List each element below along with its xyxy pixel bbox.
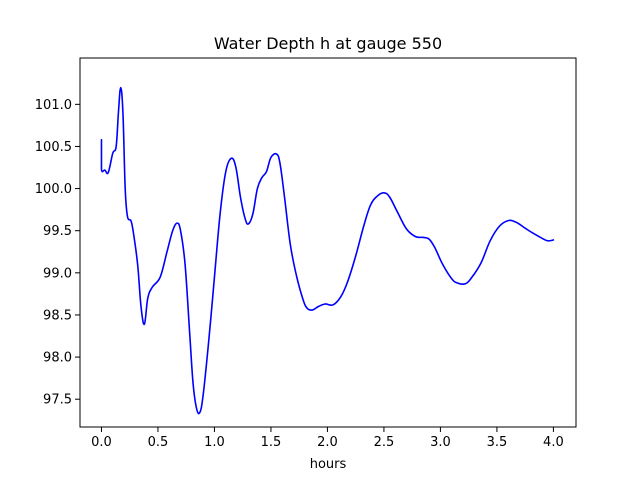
x-tick-label: 1.5 (261, 435, 282, 450)
x-tick-label: 3.5 (487, 435, 508, 450)
series-line (100, 86, 555, 415)
y-tick-label: 99.0 (43, 266, 72, 281)
x-tick-label: 1.0 (204, 435, 225, 450)
y-tick-label: 98.0 (43, 351, 72, 366)
x-tick-label: 0.0 (91, 435, 112, 450)
plot-frame-group (79, 57, 577, 428)
y-tick-label: 97.5 (43, 393, 72, 408)
series-group (100, 86, 555, 415)
x-tick-label: 3.0 (430, 435, 451, 450)
y-tick-label: 98.5 (43, 308, 72, 323)
x-tick-label: 2.5 (374, 435, 395, 450)
plot-frame (79, 57, 577, 428)
x-tick-label: 2.0 (317, 435, 338, 450)
y-tick-label: 99.5 (43, 224, 72, 239)
x-tick-label: 0.5 (148, 435, 169, 450)
y-tick-label: 100.0 (35, 182, 72, 197)
axis-group: 0.0 0.5 1.0 1.5 2.0 2.5 3.0 3.5 4.0 97.5 98.0 98.5 9… (35, 98, 564, 450)
y-tick-label: 101.0 (35, 98, 72, 113)
chart-title: Water Depth h at gauge 550 (214, 34, 442, 53)
x-axis-label: hours (310, 457, 347, 472)
x-tick-label: 4.0 (543, 435, 564, 450)
y-tick-label: 100.5 (35, 140, 72, 155)
